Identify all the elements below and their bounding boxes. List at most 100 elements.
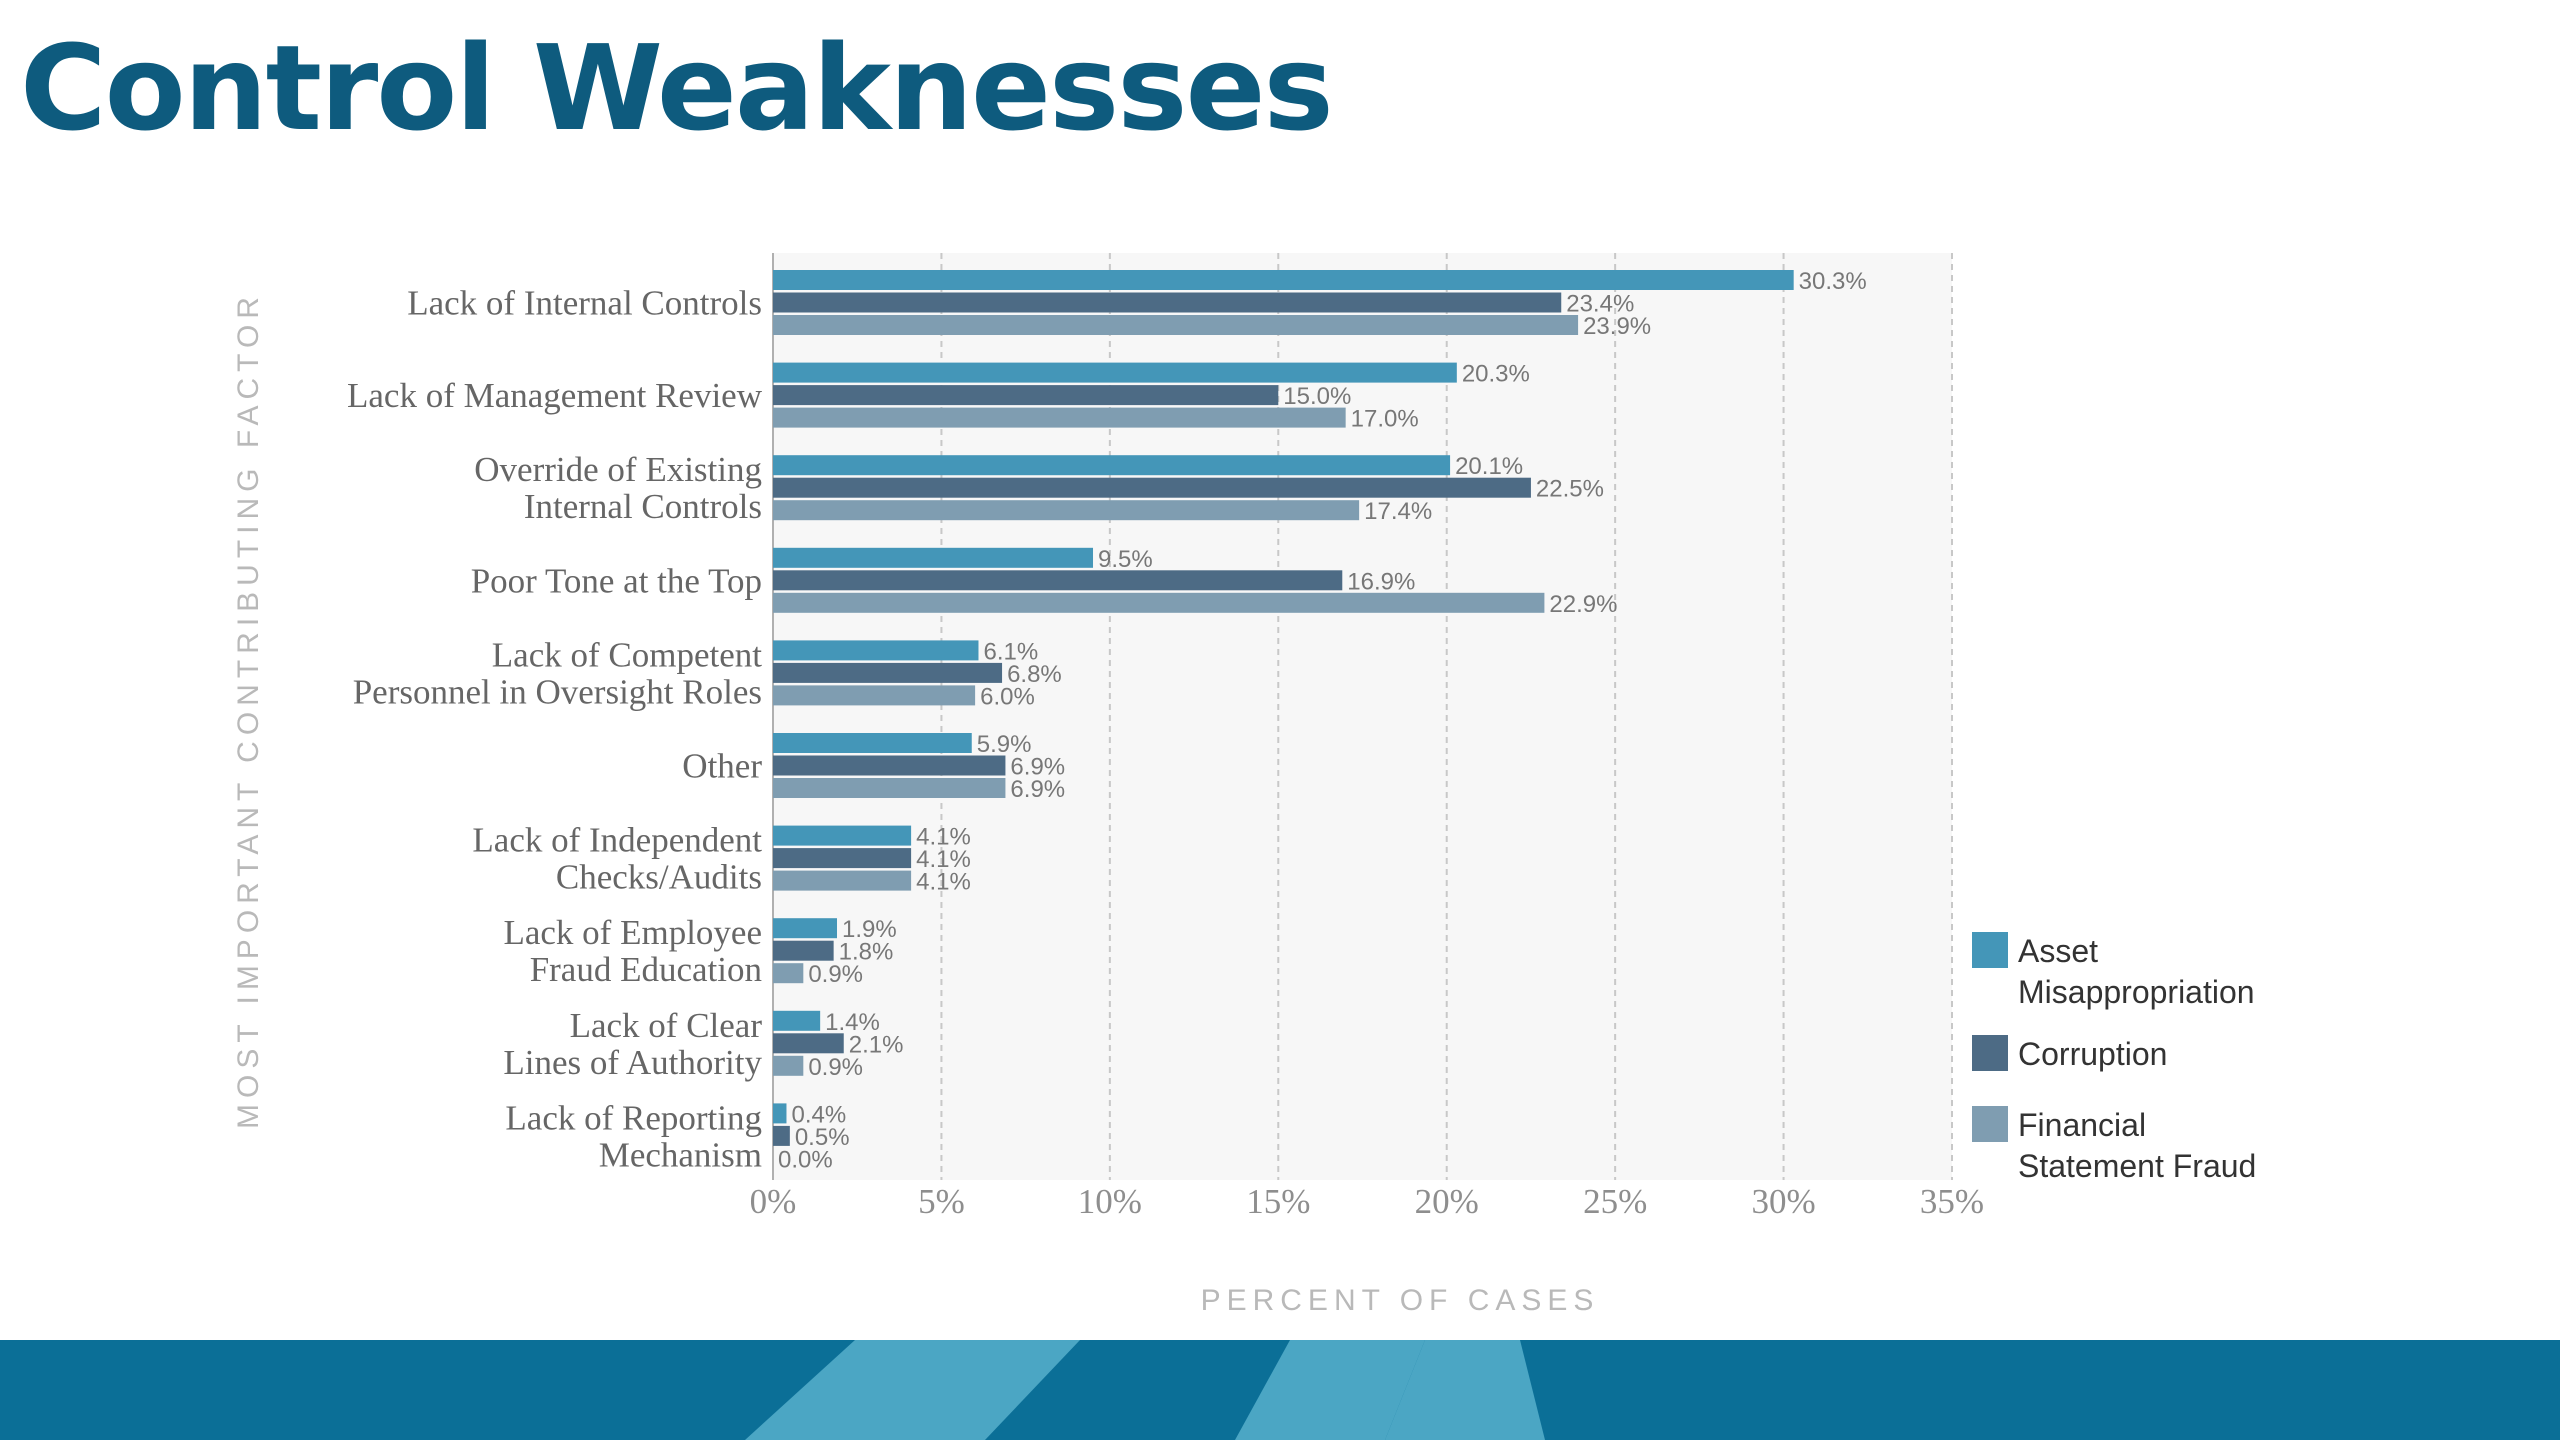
bar — [773, 1010, 821, 1031]
data-label: 20.1% — [1455, 453, 1523, 480]
bar — [773, 870, 912, 891]
category-labels: Lack of Internal Controls Lack of Managem… — [347, 284, 763, 1175]
data-label: 0.5% — [795, 1124, 850, 1151]
bar — [773, 500, 1360, 521]
bar — [773, 825, 912, 846]
category-label: Lack of Competent — [492, 635, 762, 674]
category-label: Lines of Authority — [503, 1043, 762, 1082]
data-label: 23.4% — [1566, 291, 1634, 318]
bar — [773, 270, 1794, 290]
category-label: Lack of Management Review — [347, 376, 763, 415]
data-label: 23.9% — [1583, 313, 1651, 340]
bar — [773, 1125, 790, 1146]
category-label: Lack of Internal Controls — [407, 284, 762, 323]
bar — [773, 570, 1343, 591]
legend-label: Asset — [2018, 933, 2098, 969]
category-label: Checks/Audits — [556, 858, 762, 897]
bar — [773, 918, 838, 939]
legend: Asset Misappropriation Corruption Financial… — [1972, 932, 2256, 1184]
x-axis-ticks: 0% 5% 10% 15% 20% 25% 30% 35% — [750, 1182, 1984, 1221]
data-label: 5.9% — [977, 731, 1032, 758]
data-label: 4.1% — [916, 869, 971, 896]
data-label: 30.3% — [1799, 268, 1867, 295]
x-tick-label: 0% — [750, 1182, 797, 1221]
data-label: 1.8% — [839, 939, 894, 966]
legend-swatch — [1972, 1106, 2008, 1142]
category-label: Lack of Reporting — [505, 1098, 762, 1137]
data-label: 1.4% — [825, 1009, 880, 1036]
legend-swatch — [1972, 932, 2008, 968]
footer-stripe — [1385, 1340, 1545, 1440]
slide-title: Control Weaknesses — [20, 19, 1334, 157]
bar — [773, 477, 1531, 498]
data-label: 20.3% — [1462, 361, 1530, 388]
legend-swatch — [1972, 1035, 2008, 1071]
bar — [773, 592, 1545, 613]
x-tick-label: 20% — [1415, 1182, 1479, 1221]
category-label: Personnel in Oversight Roles — [353, 672, 762, 711]
bar — [773, 1055, 804, 1076]
legend-label: Corruption — [2018, 1036, 2167, 1072]
footer-stripe — [1235, 1340, 1425, 1440]
data-label: 9.5% — [1098, 546, 1153, 573]
bar — [773, 1033, 844, 1054]
data-label: 4.1% — [916, 846, 971, 873]
data-label: 0.0% — [778, 1146, 833, 1173]
footer-stripe — [745, 1340, 1080, 1440]
x-tick-label: 30% — [1751, 1182, 1815, 1221]
x-tick-label: 5% — [918, 1182, 965, 1221]
bar — [773, 685, 976, 706]
category-label: Internal Controls — [524, 487, 762, 526]
bar — [773, 778, 1006, 798]
plot-background — [773, 253, 1952, 1180]
bar — [773, 940, 834, 961]
bars — [773, 270, 1794, 1146]
bar — [773, 640, 979, 661]
bar — [773, 362, 1457, 383]
bar — [773, 662, 1003, 683]
data-label: 0.4% — [791, 1101, 846, 1128]
category-label: Lack of Employee — [503, 913, 762, 952]
data-label: 15.0% — [1283, 383, 1351, 410]
x-axis-title: PERCENT OF CASES — [1201, 1284, 1600, 1317]
bar — [773, 547, 1094, 568]
bar — [773, 733, 972, 753]
bar — [773, 292, 1562, 313]
legend-label: Financial — [2018, 1107, 2146, 1143]
data-label: 0.9% — [808, 1054, 863, 1081]
data-label: 0.9% — [808, 961, 863, 988]
category-label: Poor Tone at the Top — [471, 561, 762, 600]
bar — [773, 755, 1006, 776]
category-label: Lack of Independent — [472, 821, 762, 860]
legend-label: Statement Fraud — [2018, 1148, 2256, 1184]
data-label: 22.5% — [1536, 476, 1604, 503]
category-label: Mechanism — [599, 1135, 762, 1174]
data-label: 6.9% — [1010, 754, 1065, 781]
x-tick-label: 10% — [1078, 1182, 1142, 1221]
bar — [773, 407, 1346, 428]
category-label: Fraud Education — [530, 950, 762, 989]
data-label: 17.4% — [1364, 498, 1432, 525]
x-tick-label: 15% — [1246, 1182, 1310, 1221]
data-label: 6.8% — [1007, 661, 1062, 688]
data-label: 6.0% — [980, 683, 1035, 710]
plot-area — [772, 253, 1953, 1180]
y-axis-title: MOST IMPORTANT CONTRIBUTING FACTOR — [232, 291, 265, 1129]
category-label: Override of Existing — [474, 450, 762, 489]
bar — [773, 963, 804, 984]
bar — [773, 315, 1579, 335]
data-label: 16.9% — [1347, 568, 1415, 595]
x-tick-label: 25% — [1583, 1182, 1647, 1221]
bar — [773, 848, 912, 869]
data-label: 6.9% — [1010, 776, 1065, 803]
data-label: 4.1% — [916, 824, 971, 851]
legend-label: Misappropriation — [2018, 974, 2255, 1010]
data-label: 6.1% — [983, 638, 1038, 665]
data-label: 17.0% — [1351, 406, 1419, 433]
footer-band — [0, 1340, 2560, 1440]
bar — [773, 1103, 787, 1124]
category-label: Lack of Clear — [570, 1006, 763, 1045]
data-label: 2.1% — [849, 1031, 904, 1058]
control-weaknesses-bar-chart: 30.3% 23.4%23.9% 20.3% 15.0%17.0% 20.1% 22.5%… — [232, 253, 2256, 1317]
data-label: 22.9% — [1549, 591, 1617, 618]
